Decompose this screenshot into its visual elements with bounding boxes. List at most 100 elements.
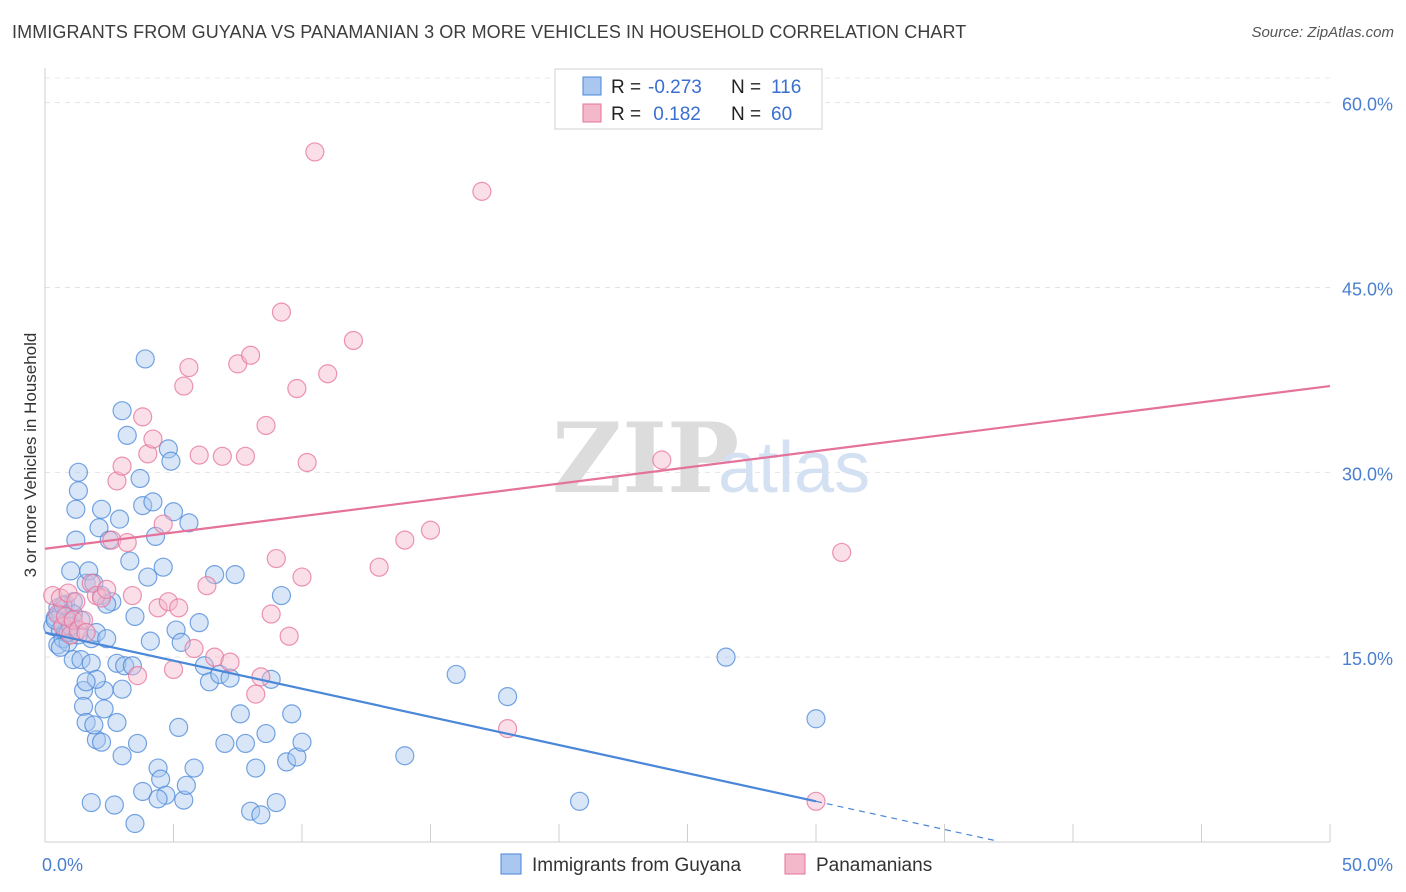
point-panamanian	[279, 626, 299, 646]
point-guyana	[138, 567, 158, 587]
point-guyana	[199, 672, 220, 692]
trend-line-guyana	[44, 631, 817, 803]
point-guyana	[125, 813, 145, 834]
point-guyana	[806, 709, 826, 729]
point-panamanian	[235, 446, 256, 466]
point-guyana	[84, 715, 104, 735]
point-guyana	[143, 492, 163, 512]
point-guyana	[66, 499, 86, 519]
point-guyana	[158, 439, 178, 459]
y-tick-label: 60.0%	[1342, 95, 1393, 115]
point-guyana	[97, 629, 117, 649]
point-panamanian	[189, 445, 209, 465]
watermark-atlas: atlas	[718, 428, 870, 508]
point-panamanian	[220, 652, 240, 672]
point-guyana	[115, 656, 135, 676]
legend-r-label-2: R =	[611, 104, 641, 125]
y-tick-label: 15.0%	[1342, 649, 1393, 669]
point-panamanian	[395, 530, 415, 550]
point-guyana	[176, 775, 196, 795]
point-guyana	[91, 732, 112, 752]
point-panamanian	[261, 604, 281, 624]
point-guyana	[130, 468, 150, 489]
point-guyana	[79, 561, 99, 581]
point-guyana	[133, 495, 153, 516]
point-panamanian	[251, 667, 271, 687]
point-guyana	[94, 699, 114, 719]
point-panamanian	[86, 585, 107, 606]
point-panamanian	[197, 576, 217, 596]
point-guyana	[498, 686, 518, 707]
chart-title: IMMIGRANTS FROM GUYANA VS PANAMANIAN 3 O…	[12, 22, 967, 42]
point-panamanian	[133, 407, 153, 427]
point-guyana	[179, 513, 199, 533]
point-panamanian	[179, 357, 199, 378]
point-guyana	[81, 653, 101, 673]
point-guyana	[153, 557, 173, 577]
point-panamanian	[122, 585, 142, 606]
point-guyana	[120, 551, 140, 571]
point-guyana	[76, 672, 96, 692]
point-panamanian	[271, 302, 292, 322]
point-guyana	[287, 747, 307, 767]
legend-n-value-2: 60	[771, 104, 792, 125]
point-panamanian	[138, 444, 158, 464]
point-guyana	[166, 620, 186, 640]
legend-n-label-2: N =	[731, 104, 761, 125]
point-guyana	[716, 647, 736, 667]
point-guyana	[151, 769, 171, 789]
point-guyana	[241, 801, 261, 821]
point-guyana	[104, 795, 124, 815]
point-guyana	[76, 573, 96, 593]
point-panamanian	[343, 330, 363, 351]
point-guyana	[189, 613, 209, 633]
point-panamanian	[148, 598, 168, 618]
point-panamanian	[246, 684, 266, 704]
point-guyana	[205, 564, 225, 585]
point-panamanian	[66, 592, 86, 612]
y-tick-label: 45.0%	[1342, 279, 1393, 299]
point-panamanian	[143, 429, 163, 449]
point-panamanian	[63, 610, 83, 630]
point-guyana	[148, 789, 168, 809]
point-guyana	[71, 650, 91, 670]
point-guyana	[107, 653, 127, 673]
point-guyana	[215, 733, 235, 754]
legend-swatch-guyana	[582, 76, 602, 96]
x-tick-label: 0.0%	[42, 855, 83, 875]
point-panamanian	[127, 666, 148, 686]
point-guyana	[174, 790, 194, 810]
bottom-legend: Immigrants from Guyana Panamanians	[500, 853, 932, 876]
point-guyana	[109, 509, 130, 529]
point-panamanian	[73, 610, 94, 630]
point-guyana	[112, 746, 132, 766]
point-guyana	[133, 781, 153, 802]
point-panamanian	[212, 446, 232, 466]
point-guyana	[122, 656, 142, 676]
watermark-zip: ZIP	[552, 402, 739, 515]
point-guyana	[148, 758, 168, 778]
legend-swatch-panamanian	[582, 103, 602, 123]
point-guyana	[251, 805, 271, 825]
y-tick-label: 30.0%	[1342, 464, 1393, 484]
trend-line-guyana-extension	[815, 800, 997, 842]
point-guyana	[61, 561, 81, 581]
bottom-legend-swatch-panamanian	[784, 853, 806, 875]
point-guyana	[446, 664, 466, 685]
point-panamanian	[107, 471, 127, 491]
data-points	[43, 142, 852, 834]
point-guyana	[271, 585, 292, 606]
point-panamanian	[169, 598, 189, 618]
point-guyana	[135, 349, 155, 369]
point-panamanian	[292, 567, 312, 587]
legend-r-value-2: 0.182	[648, 104, 701, 125]
bottom-legend-label-panamanian: Panamanians	[816, 855, 932, 876]
point-guyana	[230, 704, 250, 724]
point-guyana	[246, 758, 266, 778]
point-panamanian	[158, 592, 178, 612]
point-guyana	[50, 637, 71, 657]
point-guyana	[127, 733, 148, 754]
point-panamanian	[305, 142, 325, 162]
point-panamanian	[832, 542, 852, 563]
